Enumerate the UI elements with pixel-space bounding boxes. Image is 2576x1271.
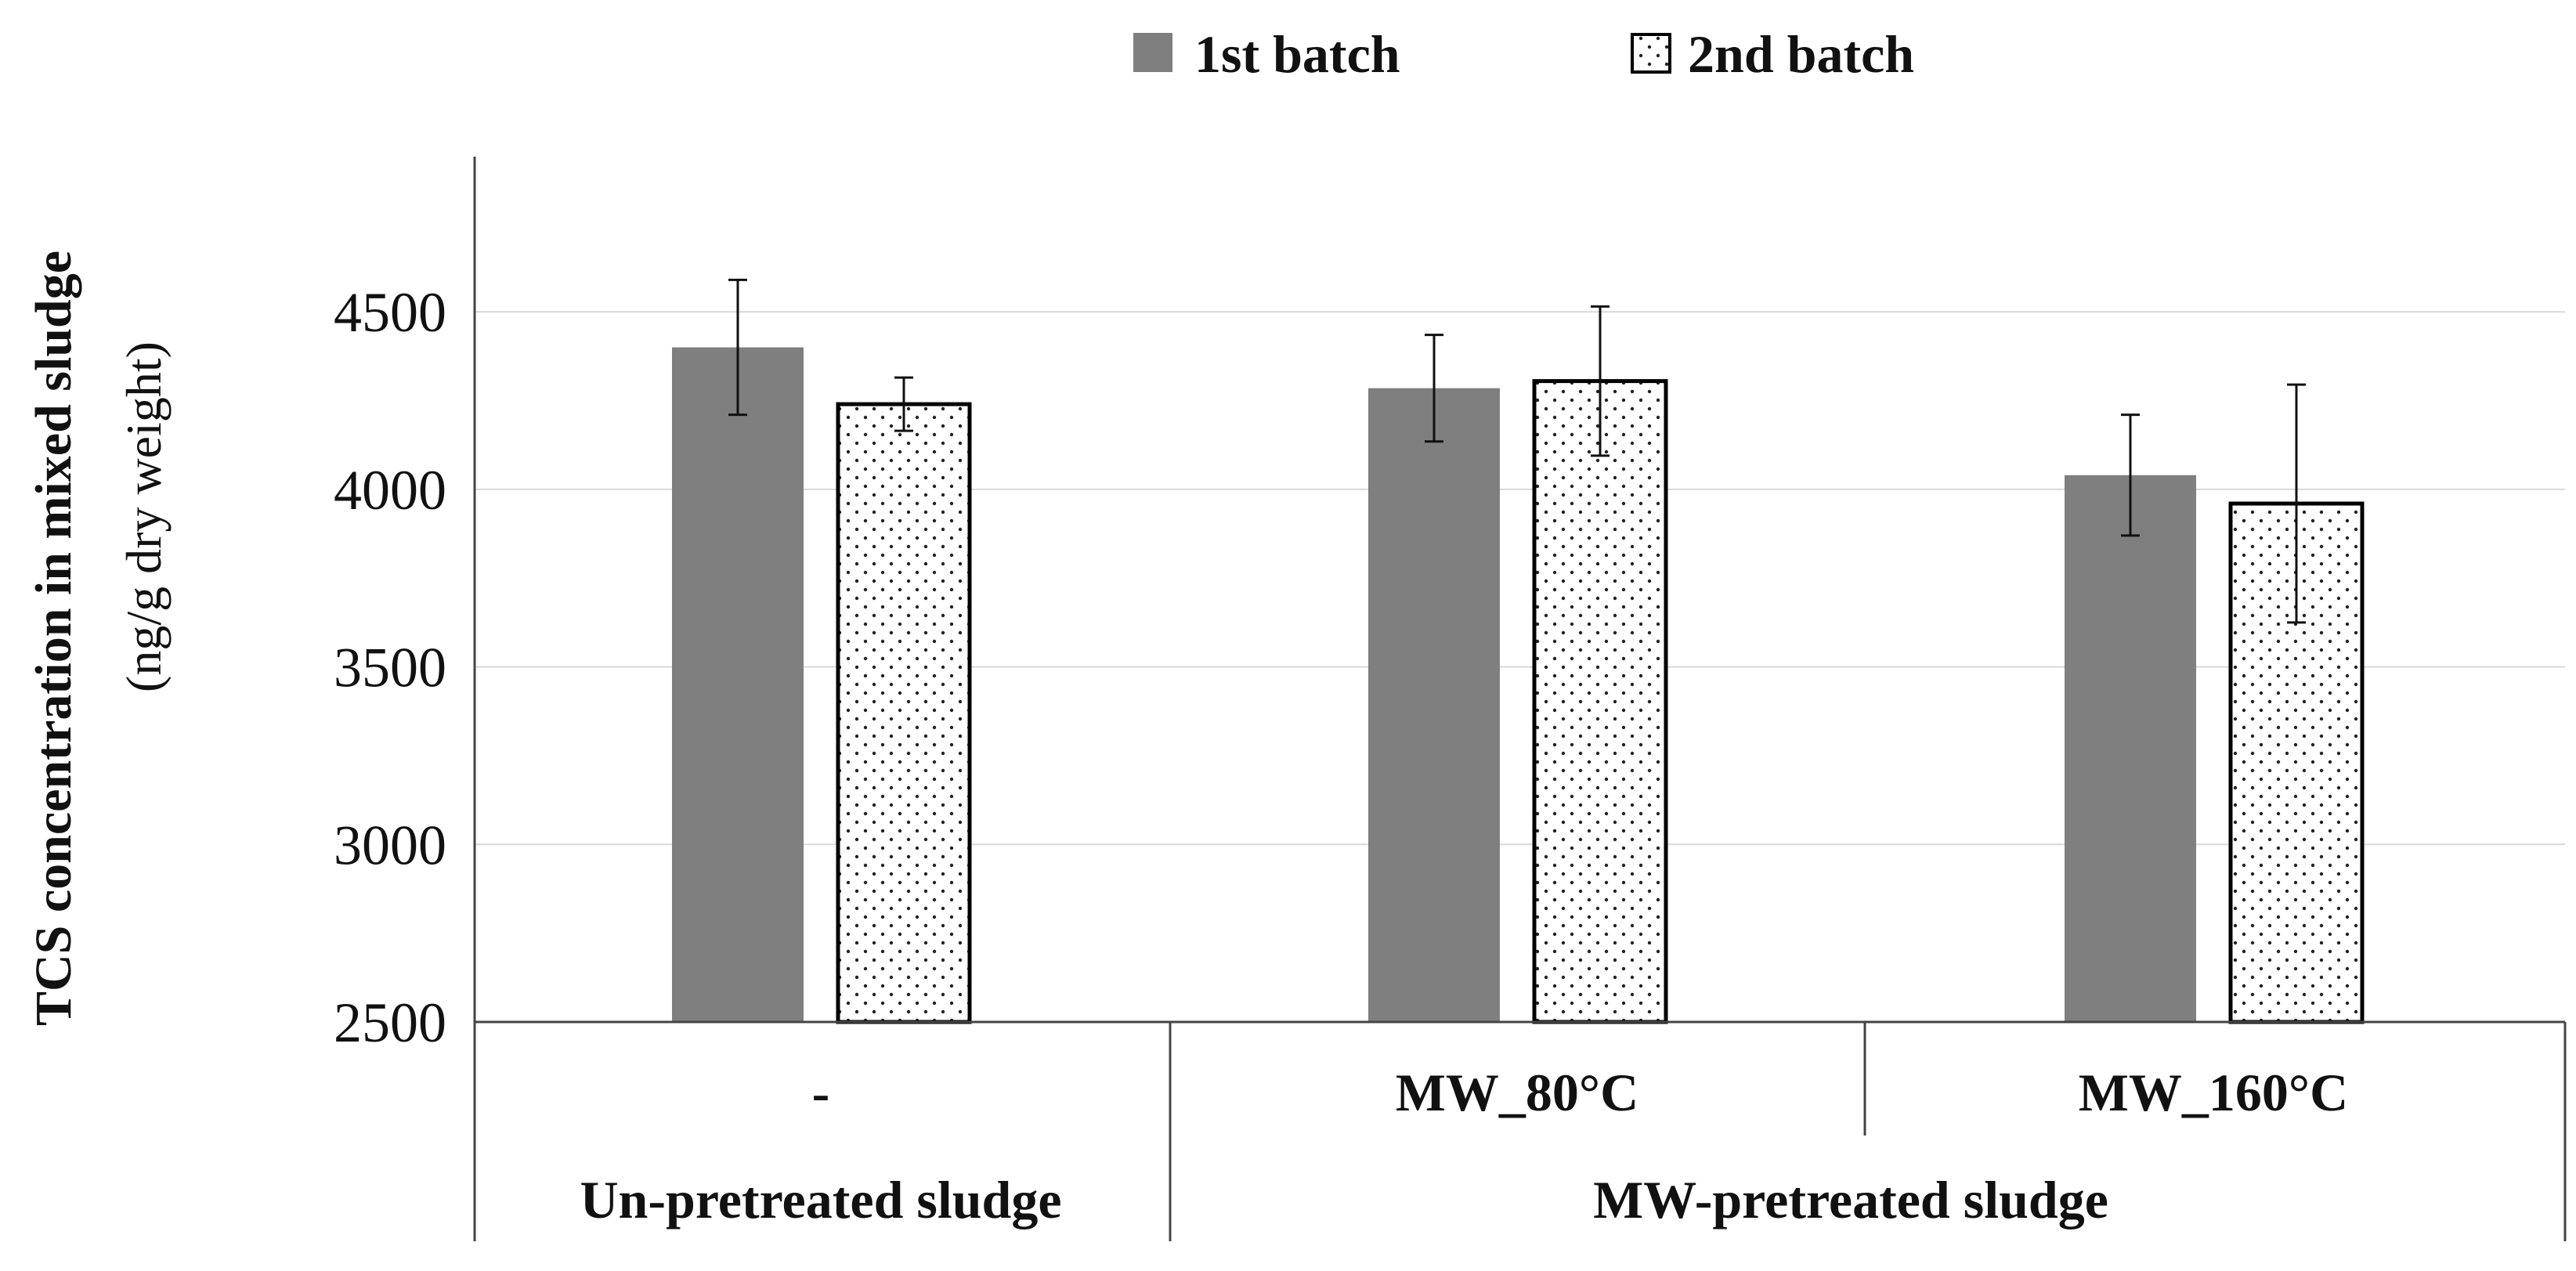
y-tick-label: 3000 [334, 814, 446, 876]
y-axis-label: TCS concentration in mixed sludge [25, 251, 82, 1026]
y-axis-ticks: 2500 3000 3500 4000 4500 [334, 281, 446, 1054]
legend-swatch-2nd-batch [1631, 33, 1671, 74]
y-tick-label: 4500 [334, 281, 446, 344]
bar-2nd-batch [836, 402, 972, 1024]
error-bar [2287, 383, 2306, 624]
category-label-mw-80: MW_80°C [1396, 1063, 1638, 1122]
legend-label-1st-batch: 1st batch [1194, 24, 1400, 84]
bar-1st-batch [1368, 388, 1500, 1022]
error-bar [1425, 334, 1443, 443]
bar-1st-batch [672, 347, 804, 1022]
group-label-un-pretreated: Un-pretreated sludge [580, 1170, 1061, 1229]
y-tick-label: 2500 [334, 991, 446, 1054]
legend: 1st batch 2nd batch [1133, 24, 1914, 84]
gridlines [475, 311, 2565, 846]
error-bar [894, 376, 913, 432]
y-tick-label: 3500 [334, 637, 446, 699]
error-bar [2121, 413, 2140, 537]
axes [473, 157, 2567, 1241]
legend-swatch-1st-batch [1133, 33, 1172, 72]
category-label-mw-160: MW_160°C [2079, 1063, 2348, 1122]
y-tick-label: 4000 [334, 459, 446, 522]
bar-1st-batch [2065, 475, 2196, 1022]
y-axis-title: TCS concentration in mixed sludge (ng/g … [25, 251, 172, 1026]
error-bars [728, 278, 2306, 624]
bars [672, 347, 2365, 1024]
category-label-untreated: - [812, 1063, 830, 1122]
group-label-mw-pretreated: MW-pretreated sludge [1593, 1170, 2108, 1229]
bar-2nd-batch [1532, 379, 1668, 1024]
error-bar [728, 278, 747, 417]
x-axis-categories: - MW_80°C MW_160°C [812, 1063, 2349, 1122]
error-bar [1591, 305, 1610, 457]
legend-label-2nd-batch: 2nd batch [1688, 24, 1914, 84]
x-axis-groups: Un-pretreated sludge MW-pretreated sludg… [580, 1170, 2108, 1229]
y-axis-unit-label: (ng/g dry weight) [116, 341, 172, 692]
